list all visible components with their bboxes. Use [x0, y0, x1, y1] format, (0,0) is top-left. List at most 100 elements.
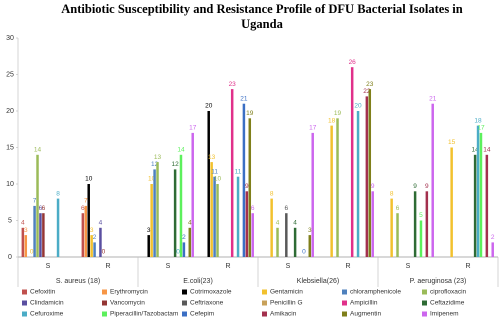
legend-label: Cotrimoxazole: [190, 289, 232, 296]
bar: [419, 220, 423, 257]
bar: [216, 184, 219, 257]
bar: [248, 118, 252, 257]
bar: [56, 198, 60, 257]
bar: [251, 213, 254, 257]
legend-swatch: [22, 311, 27, 317]
legend-label: chloramphenicole: [350, 289, 401, 296]
legend-swatch: [342, 289, 347, 295]
value-label: 8: [270, 190, 274, 197]
value-label: 3: [90, 227, 94, 234]
value-label: 10: [85, 176, 93, 183]
legend-label: Imipenem: [430, 311, 459, 317]
value-label: 3: [147, 227, 151, 234]
legend-label: Ceftazidime: [430, 300, 465, 307]
bar: [173, 169, 177, 257]
value-label: 21: [240, 95, 248, 102]
bar: [179, 154, 183, 257]
value-label: 18: [474, 117, 482, 124]
value-label: 4: [188, 220, 192, 227]
value-label: 14: [177, 147, 185, 154]
value-label: 9: [413, 183, 417, 190]
value-label: 6: [396, 205, 400, 212]
value-label: 13: [208, 154, 216, 161]
bar: [36, 154, 39, 257]
value-label: 21: [429, 95, 437, 102]
legend-label: Ampicillin: [350, 300, 378, 307]
bar: [276, 227, 279, 257]
value-label: 26: [349, 59, 357, 66]
value-label: 2: [93, 234, 97, 241]
bar: [473, 154, 477, 257]
legend-label: Vancomycin: [110, 300, 145, 307]
bar: [311, 132, 314, 257]
chart-title: Antibiotic Susceptibility and Resistance…: [61, 2, 463, 16]
value-label: 3: [308, 227, 312, 234]
value-label: 2: [491, 234, 495, 241]
legend-label: Clindamicin: [30, 300, 64, 307]
value-label: 0: [30, 249, 34, 256]
x-tick-label: S: [286, 263, 291, 270]
y-tick-label: 10: [6, 181, 14, 188]
bar: [210, 162, 213, 257]
value-label: 2: [182, 234, 186, 241]
legend-swatch: [262, 311, 267, 317]
bar: [336, 118, 339, 257]
value-label: 4: [99, 220, 103, 227]
bar: [479, 132, 483, 257]
y-tick-label: 20: [6, 108, 14, 115]
value-label: 11: [211, 168, 218, 175]
bar: [39, 213, 42, 257]
value-label: 7: [84, 198, 88, 205]
bar: [308, 235, 312, 257]
bar: [188, 227, 192, 257]
bar: [365, 96, 369, 258]
value-label: 6: [81, 205, 85, 212]
bar: [21, 227, 25, 257]
value-label: 23: [366, 81, 374, 88]
value-label: 4: [276, 220, 280, 227]
bar: [99, 227, 102, 257]
value-label: 23: [229, 81, 237, 88]
x-tick-label: S: [406, 263, 411, 270]
bar: [24, 235, 28, 257]
x-tick-label: R: [345, 263, 350, 270]
legend-label: Augmentin: [350, 311, 381, 317]
legend-swatch: [102, 289, 107, 295]
bar: [42, 213, 45, 257]
bar: [90, 235, 93, 257]
value-label: 7: [33, 198, 37, 205]
value-label: 22: [363, 88, 371, 95]
legend-label: Ceftriaxone: [190, 300, 224, 307]
legend-swatch: [102, 311, 107, 317]
value-label: 9: [371, 183, 375, 190]
value-label: 18: [328, 117, 336, 124]
legend-label: Gentamicin: [270, 289, 303, 296]
value-label: 14: [34, 147, 42, 154]
legend-label: Piperacillin/Tazobactam: [110, 311, 178, 317]
bar: [191, 132, 194, 257]
y-tick-label: 5: [8, 217, 12, 224]
legend-swatch: [22, 289, 27, 295]
value-label: 6: [251, 205, 255, 212]
bar: [356, 111, 360, 257]
bar: [236, 176, 240, 257]
bar: [371, 191, 374, 257]
bar: [476, 125, 480, 257]
bar: [230, 89, 234, 257]
bar: [293, 227, 297, 257]
legend-label: Cefuroxime: [30, 311, 64, 317]
group-label: S. aureus (18): [56, 278, 100, 285]
x-tick-label: S: [46, 263, 51, 270]
legend-swatch: [182, 311, 187, 317]
value-label: 8: [390, 190, 394, 197]
group-label: Klebsiella(26): [297, 278, 339, 285]
bar: [84, 205, 88, 257]
bar: [270, 198, 273, 257]
bar: [396, 213, 399, 257]
legend-label: Amikacin: [270, 311, 297, 317]
y-tick-label: 25: [6, 71, 14, 78]
legend-swatch: [262, 300, 267, 306]
value-label: 11: [235, 168, 242, 175]
value-label: 6: [285, 205, 289, 212]
value-label: 20: [205, 103, 213, 110]
